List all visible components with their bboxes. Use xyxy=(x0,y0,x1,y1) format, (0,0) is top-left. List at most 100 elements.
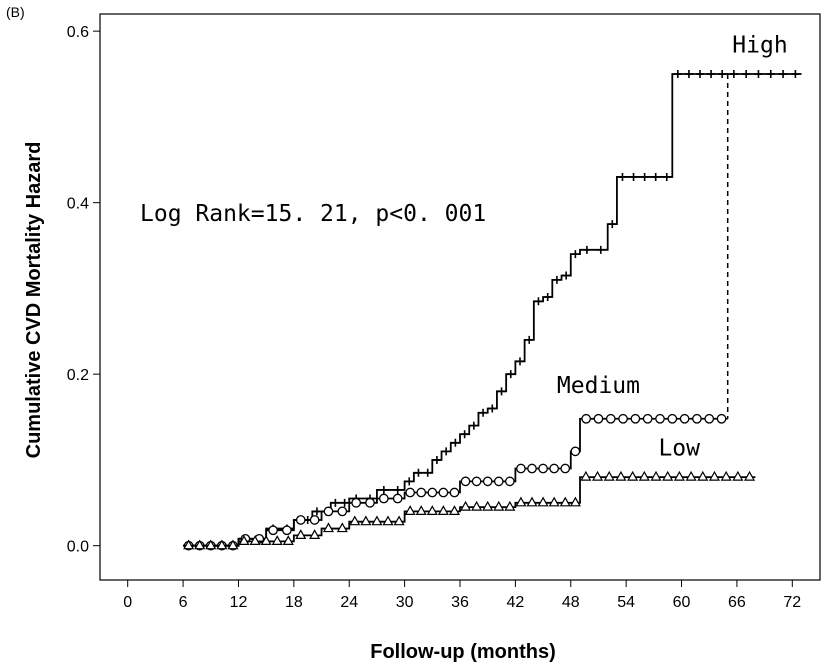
censor-mark-plus xyxy=(516,357,524,365)
series-medium xyxy=(183,415,728,550)
censor-mark-triangle xyxy=(417,506,426,514)
censor-mark-triangle xyxy=(652,472,661,480)
censor-mark-circle xyxy=(594,415,602,423)
x-tick-label: 54 xyxy=(617,594,635,611)
censor-mark-plus xyxy=(641,173,649,181)
censor-mark-circle xyxy=(643,415,651,423)
censor-mark-circle xyxy=(561,464,569,472)
censor-mark-plus xyxy=(405,477,413,485)
x-tick-label: 30 xyxy=(396,594,414,611)
censor-mark-plus xyxy=(534,297,542,305)
censor-mark-circle xyxy=(352,499,360,507)
y-axis-title: Cumulative CVD Mortality Hazard xyxy=(23,142,45,459)
censor-mark-plus xyxy=(663,173,671,181)
censor-mark-triangle xyxy=(640,472,649,480)
censor-mark-plus xyxy=(442,447,450,455)
censor-mark-circle xyxy=(483,477,491,485)
censor-mark-circle xyxy=(283,526,291,534)
x-tick-label: 60 xyxy=(673,594,691,611)
censor-mark-triangle xyxy=(722,472,731,480)
censor-mark-triangle xyxy=(395,517,404,525)
censor-mark-triangle xyxy=(616,472,625,480)
censor-mark-circle xyxy=(393,494,401,502)
censor-mark-circle xyxy=(450,488,458,496)
censor-mark-plus xyxy=(479,409,487,417)
x-tick-label: 66 xyxy=(728,594,746,611)
censor-mark-plus xyxy=(433,456,441,464)
censor-mark-plus xyxy=(791,70,799,78)
censor-mark-triangle xyxy=(483,502,492,510)
censor-mark-triangle xyxy=(605,472,614,480)
censor-mark-plus xyxy=(652,173,660,181)
series-line-high xyxy=(183,74,801,546)
censor-mark-triangle xyxy=(494,502,503,510)
censor-mark-triangle xyxy=(284,536,293,544)
y-tick-label: 0.2 xyxy=(67,367,89,384)
censor-mark-triangle xyxy=(372,517,381,525)
censor-mark-plus xyxy=(498,387,506,395)
censor-mark-circle xyxy=(619,415,627,423)
censor-mark-plus xyxy=(754,70,762,78)
censor-mark-circle xyxy=(417,488,425,496)
censor-mark-plus xyxy=(394,486,402,494)
censor-mark-circle xyxy=(338,507,346,515)
censor-mark-triangle xyxy=(687,472,696,480)
censor-mark-plus xyxy=(685,70,693,78)
censor-mark-circle xyxy=(297,516,305,524)
censor-mark-plus xyxy=(674,70,682,78)
censor-mark-plus xyxy=(597,246,605,254)
y-tick-label: 0.0 xyxy=(67,539,89,556)
censor-mark-plus xyxy=(553,276,561,284)
y-tick-label: 0.6 xyxy=(67,24,89,41)
censor-mark-plus xyxy=(461,430,469,438)
censor-mark-triangle xyxy=(593,472,602,480)
censor-mark-triangle xyxy=(528,498,537,506)
censor-mark-triangle xyxy=(296,530,305,538)
censor-mark-triangle xyxy=(384,517,393,525)
censor-mark-triangle xyxy=(505,502,514,510)
censor-mark-circle xyxy=(310,516,318,524)
censor-mark-circle xyxy=(693,415,701,423)
censor-mark-triangle xyxy=(516,498,525,506)
censor-mark-circle xyxy=(472,477,480,485)
censor-mark-plus xyxy=(380,486,388,494)
censor-mark-circle xyxy=(717,415,725,423)
censor-mark-plus xyxy=(707,70,715,78)
censor-mark-plus xyxy=(618,173,626,181)
x-tick-label: 72 xyxy=(783,594,801,611)
censor-mark-circle xyxy=(380,494,388,502)
series-layer: HighMediumLow xyxy=(183,33,801,550)
censor-mark-circle xyxy=(428,488,436,496)
censor-mark-circle xyxy=(582,415,590,423)
censor-mark-circle xyxy=(439,488,447,496)
plot-frame xyxy=(100,14,820,580)
censor-mark-triangle xyxy=(439,506,448,514)
censor-mark-circle xyxy=(550,464,558,472)
censor-mark-triangle xyxy=(472,502,481,510)
censor-mark-circle xyxy=(668,415,676,423)
x-tick-label: 12 xyxy=(230,594,248,611)
censor-mark-circle xyxy=(631,415,639,423)
censor-mark-plus xyxy=(525,336,533,344)
censor-mark-circle xyxy=(571,447,579,455)
y-tick-label: 0.4 xyxy=(67,196,89,213)
censor-mark-triangle xyxy=(406,506,415,514)
censor-mark-plus xyxy=(767,70,775,78)
censor-mark-circle xyxy=(324,507,332,515)
x-tick-label: 36 xyxy=(451,594,469,611)
censor-mark-plus xyxy=(562,272,570,280)
censor-mark-circle xyxy=(495,477,503,485)
axes: 0 6 12 18 24 30 36 42 48 54 60 66 72 0.0 0.2 0.4 0.6 xyxy=(67,14,820,611)
censor-mark-plus xyxy=(470,422,478,430)
censor-mark-plus xyxy=(544,293,552,301)
censor-mark-plus xyxy=(696,70,704,78)
series-label-medium: Medium xyxy=(557,373,640,399)
censor-mark-circle xyxy=(705,415,713,423)
censor-mark-plus xyxy=(571,250,579,258)
censor-mark-circle xyxy=(461,477,469,485)
censor-mark-plus xyxy=(341,499,349,507)
censor-mark-plus xyxy=(742,70,750,78)
censor-mark-triangle xyxy=(450,506,459,514)
series-line-medium xyxy=(183,419,728,546)
censor-mark-plus xyxy=(331,499,339,507)
